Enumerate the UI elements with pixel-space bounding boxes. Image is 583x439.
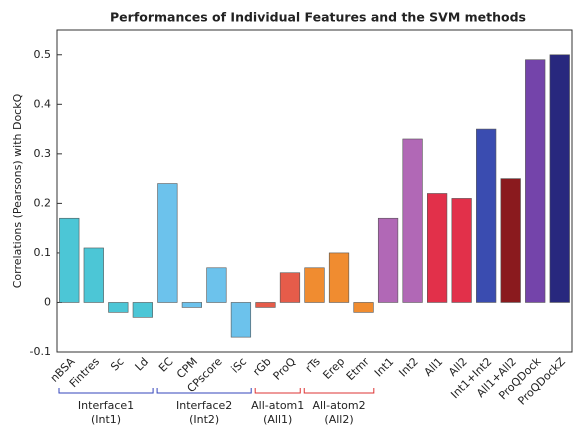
- bar: [500, 178, 521, 303]
- group-abbr: (Int1): [91, 413, 121, 426]
- bar: [353, 302, 374, 313]
- bar: [230, 302, 252, 338]
- bar: [304, 267, 325, 303]
- x-tick-label: Sc: [108, 355, 126, 373]
- group-label: Interface2: [176, 399, 232, 412]
- bar: [108, 302, 129, 313]
- bar: [255, 302, 276, 308]
- bar: [181, 302, 202, 308]
- chart-title: Performances of Individual Features and …: [110, 10, 526, 25]
- group-label: Interface1: [78, 399, 134, 412]
- x-tick-label: rGb: [250, 355, 273, 378]
- y-tick-label: 0.3: [34, 147, 52, 160]
- x-tick-label: EC: [156, 355, 176, 375]
- x-tick-label: Erep: [320, 355, 347, 382]
- x-tick-label: iSc: [229, 355, 250, 376]
- y-tick-label: 0.2: [34, 196, 52, 209]
- group-bracket: [156, 388, 252, 394]
- bar: [157, 183, 178, 303]
- group-bracket: [254, 388, 301, 394]
- bar: [427, 193, 448, 303]
- y-axis-label: Correlations (Pearsons) with DockQ: [11, 93, 24, 288]
- x-tick-label: All1: [422, 355, 446, 379]
- group-bracket: [303, 388, 375, 394]
- group-abbr: (Int2): [189, 413, 219, 426]
- plot-frame: [56, 29, 573, 353]
- y-tick-label: -0.1: [30, 345, 51, 358]
- y-tick-label: 0: [44, 295, 51, 308]
- group-bracket: [58, 388, 154, 394]
- y-tick-label: 0.5: [34, 48, 52, 61]
- bar: [525, 59, 546, 303]
- bar: [279, 272, 301, 303]
- group-abbr: (All2): [324, 413, 353, 426]
- x-tick-label: Int2: [396, 355, 420, 379]
- x-tick-label: ProQ: [271, 355, 299, 383]
- x-tick-label: Int1: [372, 355, 396, 379]
- bar: [59, 217, 80, 303]
- group-label: All-atom2: [312, 399, 365, 412]
- bar: [402, 138, 423, 303]
- bar: [328, 252, 350, 303]
- bar: [206, 267, 227, 303]
- y-tick-label: 0.1: [34, 246, 52, 259]
- bar: [476, 128, 497, 303]
- bar: [451, 198, 472, 303]
- bar: [132, 302, 153, 318]
- bar: [377, 217, 399, 303]
- bar: [549, 54, 570, 303]
- group-label: All-atom1: [251, 399, 304, 412]
- x-tick-label: Ld: [133, 355, 151, 373]
- x-tick-label: Etmr: [344, 355, 372, 383]
- y-tick-label: 0.4: [34, 97, 52, 110]
- bar: [83, 247, 104, 303]
- group-abbr: (All1): [263, 413, 292, 426]
